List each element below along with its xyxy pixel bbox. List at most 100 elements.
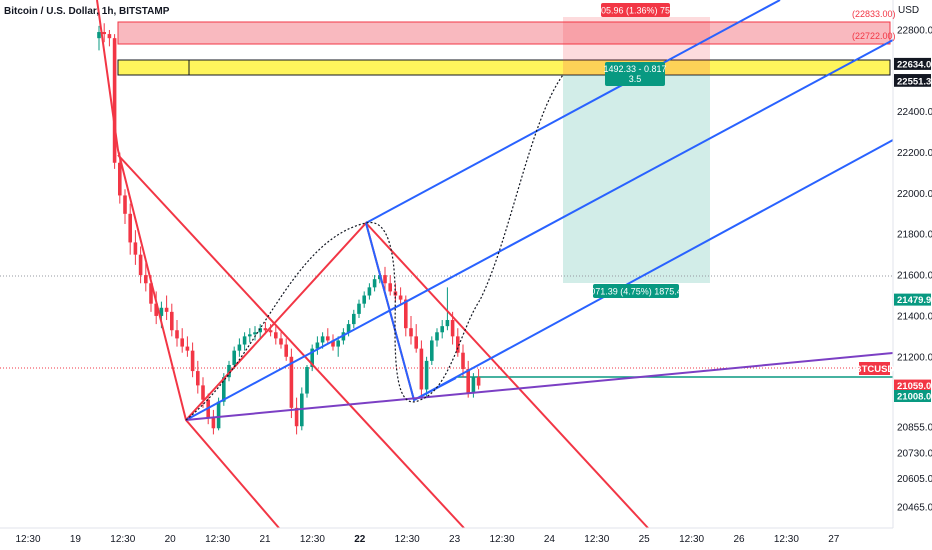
price-tick-label: 20730.00 [897,448,932,459]
candle-body [159,307,164,316]
time-tick-label: 25 [639,534,651,545]
red-down-line-1 [117,154,465,529]
price-tick-label: 22400.00 [897,107,932,118]
candle-body [248,334,252,337]
time-tick-label: 12:30 [205,534,230,545]
candle-body [258,328,262,333]
purple-trendline [185,352,894,421]
price-tick-label: 22000.00 [897,189,932,200]
candle-body [263,328,268,331]
price-label: 21479.94 [894,293,932,306]
time-axis[interactable]: 12:30 19 12:30 20 12:30 21 12:30 22 12:30 23 12:30… [0,527,932,550]
candle-body [232,350,236,365]
candle-body [128,213,132,243]
candle-body [476,377,481,386]
candle-body [388,283,392,292]
stop-label-text: 1071.39 (4.75%) 1875.43 [585,287,687,297]
price-label: 21008.00 [894,390,932,403]
candle [294,397,299,435]
price-axis[interactable]: USD 22800.00 22400.00 22200.00 22000.00 2180… [892,0,932,540]
candle-body [305,366,309,394]
stop-label: 1071.39 (4.75%) 1875.43 [585,284,687,298]
time-tick-label: 20 [165,534,177,545]
candle-body [227,364,231,378]
candle-body [336,340,340,347]
paren-label-low: (22722.00) [852,31,896,41]
candle [211,409,216,435]
time-tick-label: 12:30 [489,534,514,545]
candle [170,303,174,337]
candle-body [367,287,372,296]
candle-body [253,332,257,335]
candle [424,356,429,398]
candle-body [133,242,138,255]
candle-body [456,336,460,353]
candle-body [352,313,356,325]
candle-body [216,401,221,429]
price-label-text: 21479.94 [897,295,932,306]
candle-body [450,320,455,337]
candle-body [201,385,205,400]
candle [185,336,190,357]
time-tick-label: 21 [259,534,271,545]
candle [107,30,112,47]
price-tick-label: 20465.00 [897,502,932,513]
candle-body [268,330,273,333]
candle [476,369,481,390]
chart-title: Bitcoin / U.S. Dollar, 1h, BITSTAMP [4,6,170,17]
candle-body [331,340,335,347]
candle-body [170,311,174,331]
candle-body [414,336,418,349]
candle-body [383,275,387,284]
time-tick-label: 24 [544,534,556,545]
time-tick-label: 12:30 [15,534,40,545]
candle [456,328,460,357]
price-label-text: 21059.00 [897,381,932,392]
candle [409,315,413,345]
candle-body [107,34,112,39]
candle [180,328,184,353]
candle-body [294,407,299,427]
price-label-text: 21008.00 [897,392,932,403]
price-label: 22551.33 [894,74,932,87]
candle [248,328,252,343]
time-tick-label: 12:30 [300,534,325,545]
blue-channel-top [365,0,781,224]
candle [227,360,231,382]
candle-body [466,369,470,394]
candle [445,287,450,331]
price-tick-label: 21600.00 [897,271,932,282]
candle-body [222,377,226,402]
candle [102,23,106,43]
candle [331,334,335,351]
time-tick-label: 12:30 [679,534,704,545]
symbol-tag-text: BTCUSD [855,364,895,375]
time-tick-label: 26 [733,534,745,545]
candle-body [320,336,325,343]
candle-body [211,418,216,429]
price-tick-label: 20855.00 [897,423,932,434]
candle [242,332,247,351]
candle [289,348,294,419]
candle [279,332,283,349]
price-tick-label: 21800.00 [897,230,932,241]
candle [367,283,372,300]
candle-body [175,330,179,339]
red-zigzag [185,220,415,421]
candle-body [362,295,366,304]
candle-body [404,299,408,329]
candles [97,23,481,435]
ratio-label: 1492.33 - 0.817 3.5 [603,62,667,86]
price-tick-label: 21400.00 [897,311,932,322]
candle-body [284,344,288,357]
candle-body [424,360,429,390]
candle-body [180,338,184,347]
candle [305,364,309,398]
currency-label: USD [898,5,919,16]
target-label-text: 305.96 (1.36%) 750 [596,6,675,16]
candle [461,344,465,378]
target-label: 305.96 (1.36%) 750 [596,3,675,17]
candle [144,262,148,292]
support-zone-yellow [117,59,891,76]
